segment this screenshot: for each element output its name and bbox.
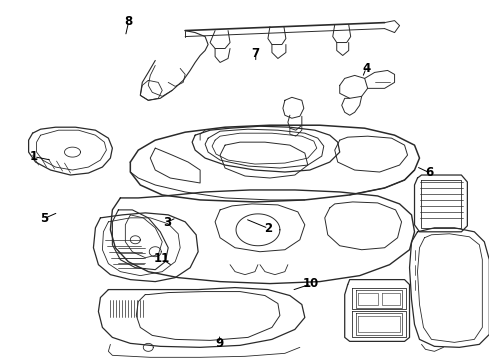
Text: 1: 1: [30, 150, 38, 163]
Text: 11: 11: [154, 252, 170, 265]
Text: 4: 4: [362, 62, 370, 75]
Text: 10: 10: [303, 278, 319, 291]
Text: 8: 8: [124, 15, 133, 28]
Text: 9: 9: [216, 337, 224, 350]
Text: 7: 7: [252, 47, 260, 60]
Text: 2: 2: [265, 222, 272, 235]
Text: 6: 6: [426, 166, 434, 179]
Text: 3: 3: [163, 216, 171, 229]
Text: 5: 5: [40, 212, 48, 225]
